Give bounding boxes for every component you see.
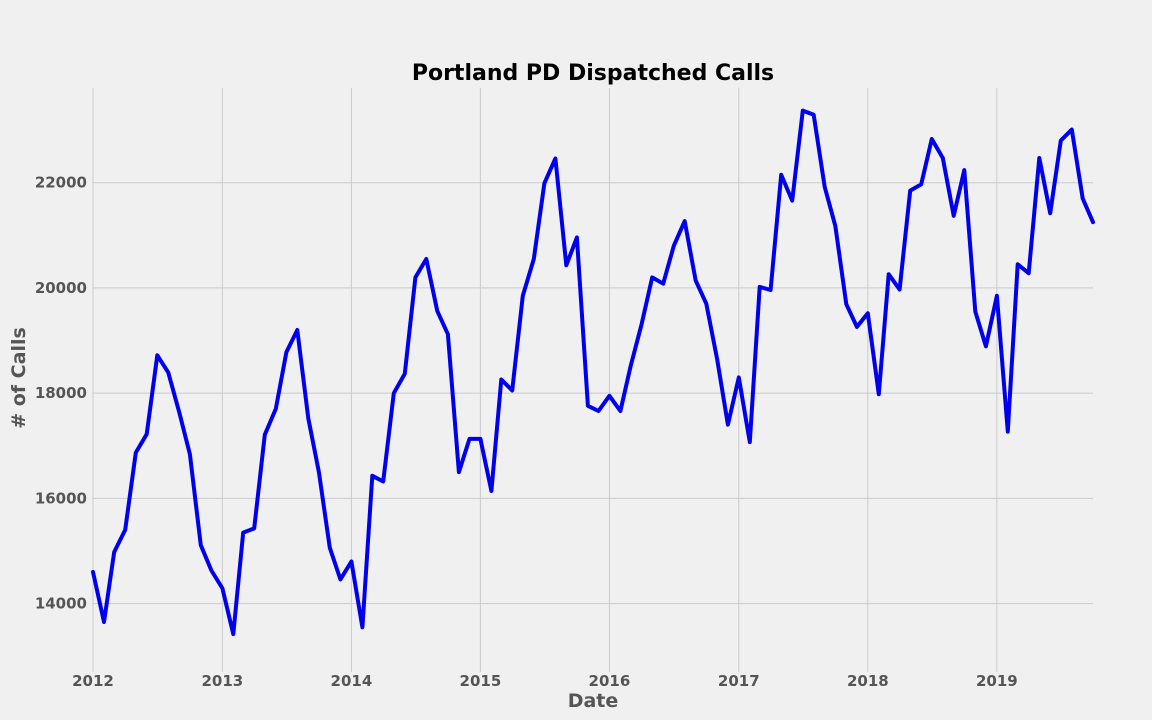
y-tick-label: 22000 [35,174,87,192]
x-tick-label: 2019 [976,672,1018,690]
x-axis-ticks: 2012 2013 2014 2015 2016 2017 2018 2019 [72,672,1018,690]
series-line [91,108,1095,637]
y-tick-label: 20000 [35,279,87,297]
x-tick-label: 2014 [331,672,373,690]
x-tick-label: 2016 [589,672,631,690]
y-axis-ticks: 14000 16000 18000 20000 22000 [35,174,87,613]
x-tick-label: 2017 [718,672,760,690]
x-tick-label: 2018 [847,672,889,690]
chart-title: Portland PD Dispatched Calls [412,61,774,86]
y-tick-label: 18000 [35,384,87,402]
y-tick-label: 16000 [35,489,87,507]
grid-lines [92,88,1093,672]
x-axis-label: Date [568,690,619,712]
y-tick-label: 14000 [35,595,87,613]
y-axis-label: # of Calls [8,327,30,429]
x-tick-label: 2012 [72,672,114,690]
x-tick-label: 2013 [201,672,243,690]
x-tick-label: 2015 [460,672,502,690]
